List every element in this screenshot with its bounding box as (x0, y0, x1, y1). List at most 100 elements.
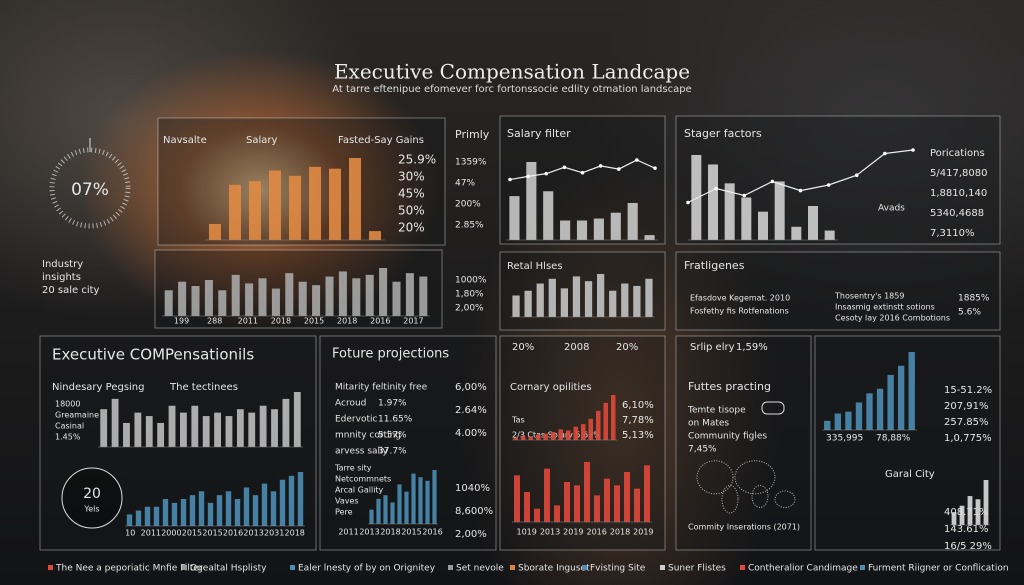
value-label: 5340,4688 (930, 208, 984, 219)
note: 18000 (55, 400, 80, 409)
bar (983, 480, 989, 525)
trend-point (911, 148, 915, 152)
panel-title: 07% (71, 180, 109, 200)
value-label: 5/417,8080 (930, 168, 987, 179)
bar (352, 278, 361, 316)
bar (845, 411, 852, 430)
bar (708, 164, 718, 240)
bar (248, 412, 256, 447)
value-label: 45% (398, 187, 425, 201)
bar (202, 416, 210, 447)
panel-title: Salary filter (507, 127, 571, 140)
bar (411, 473, 416, 524)
bar (271, 288, 280, 316)
x-label: 2018 (610, 528, 630, 537)
label: 1,59% (736, 342, 768, 353)
bar (959, 505, 965, 525)
value-label: Porications (930, 148, 985, 159)
panel-title: Srlip elry (690, 342, 735, 353)
subtitle: At tarre eftenipue efomever forc fortons… (332, 84, 691, 95)
legend-swatch (740, 565, 745, 570)
bar (236, 409, 244, 447)
panel-title: Futtes practing (688, 380, 771, 393)
label: Tarre sity (334, 464, 372, 473)
x-label: 2013 (540, 528, 560, 537)
bar (574, 485, 580, 522)
bar (418, 477, 423, 524)
x-label: 2013 (243, 529, 263, 538)
bar (554, 505, 560, 522)
x-label: 1019 (516, 528, 536, 537)
bar (198, 491, 205, 526)
label: Efasdove Kegemat. 2010 (690, 294, 790, 303)
bar (397, 484, 402, 524)
bar (180, 499, 187, 526)
bar (898, 365, 905, 430)
panel (675, 335, 812, 551)
bar (521, 435, 526, 440)
panel-title: Retal Hlses (507, 261, 563, 272)
bar (551, 432, 556, 440)
bar (157, 422, 165, 447)
panel-title: Navsalte (163, 135, 207, 146)
bar (214, 412, 221, 447)
legend-entry: Furment Riigner or Conflication (868, 564, 1009, 574)
bar (543, 191, 554, 240)
bar (376, 498, 381, 524)
label: Mitarity feltinity free (335, 383, 428, 393)
bar (261, 483, 268, 526)
bar (234, 499, 241, 526)
note: 2/3 Ctas Solary 5.63% (512, 431, 601, 440)
bar (419, 276, 428, 316)
value-label: 1,80% (455, 290, 484, 300)
bar (405, 273, 414, 316)
value-label: 47% (455, 179, 475, 189)
value-label: 143.61% (944, 524, 989, 535)
label: Garal City (885, 469, 935, 480)
bar (171, 502, 178, 526)
bar (536, 434, 541, 440)
legend-entry: Contheralior Candimage (748, 564, 858, 574)
bar (855, 402, 863, 430)
bar (134, 412, 142, 447)
legend-swatch (582, 565, 587, 570)
panel-title: Fratligenes (684, 259, 745, 272)
bar (126, 514, 133, 526)
bar (584, 281, 593, 317)
trend-point (580, 170, 585, 175)
value-label: 6,10% (622, 400, 654, 411)
bar (691, 155, 702, 240)
map-land (696, 460, 734, 495)
bar (908, 352, 915, 430)
bar (216, 495, 223, 526)
bar (191, 405, 199, 447)
map-land (751, 485, 769, 508)
note: Greamaine (55, 411, 99, 420)
legend-entry: The Nee a peporiatic Mnfie Filter (55, 564, 203, 574)
value-label: 1000% (455, 276, 487, 286)
label: 20% (512, 342, 534, 353)
label: Acroud (335, 399, 366, 409)
bar (289, 175, 301, 240)
bar (123, 422, 130, 447)
bar (279, 479, 286, 526)
bar (168, 405, 176, 447)
bar (513, 437, 518, 440)
value-label: 30% (398, 170, 425, 184)
bar (808, 206, 818, 240)
bar (218, 290, 227, 316)
bar (609, 290, 617, 317)
note: 78,88% (876, 434, 911, 444)
bar (824, 230, 835, 240)
note: Tas (511, 416, 525, 425)
value-label: 5,13% (622, 430, 654, 441)
x-label: 2015 (202, 529, 222, 538)
bar (383, 495, 388, 524)
x-label: 2017 (403, 317, 423, 326)
value-label: 8,600% (455, 506, 493, 517)
bar (564, 482, 570, 522)
bar (543, 433, 548, 440)
value-label: 5.6% (958, 308, 981, 318)
trend-point (854, 173, 859, 177)
